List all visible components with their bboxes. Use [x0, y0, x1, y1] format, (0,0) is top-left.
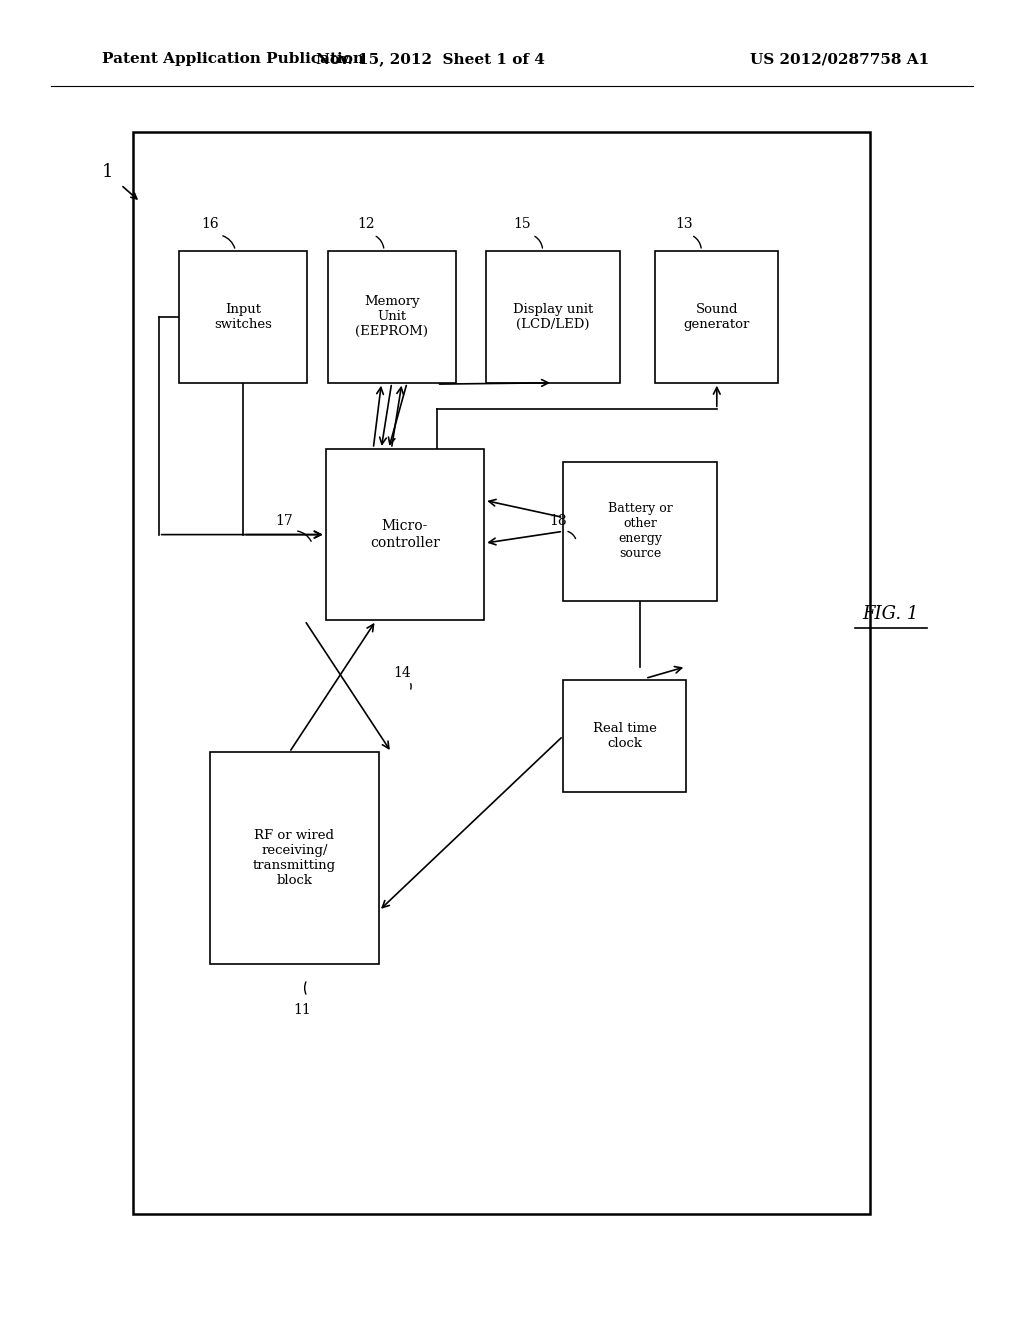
FancyBboxPatch shape	[563, 680, 686, 792]
Text: 18: 18	[549, 513, 567, 528]
FancyBboxPatch shape	[655, 251, 778, 383]
Text: 13: 13	[675, 216, 693, 231]
Text: RF or wired
receiving/
transmitting
block: RF or wired receiving/ transmitting bloc…	[253, 829, 336, 887]
Text: 11: 11	[293, 1003, 311, 1018]
Text: 16: 16	[201, 216, 219, 231]
Text: Real time
clock: Real time clock	[593, 722, 656, 750]
Text: US 2012/0287758 A1: US 2012/0287758 A1	[750, 53, 930, 66]
Text: 15: 15	[513, 216, 531, 231]
FancyBboxPatch shape	[133, 132, 870, 1214]
Text: FIG. 1: FIG. 1	[862, 605, 920, 623]
Text: Battery or
other
energy
source: Battery or other energy source	[607, 503, 673, 560]
Text: 14: 14	[393, 665, 412, 680]
Text: Memory
Unit
(EEPROM): Memory Unit (EEPROM)	[355, 296, 428, 338]
Text: Input
switches: Input switches	[214, 302, 272, 331]
Text: 12: 12	[357, 216, 376, 231]
Text: Nov. 15, 2012  Sheet 1 of 4: Nov. 15, 2012 Sheet 1 of 4	[315, 53, 545, 66]
Text: Display unit
(LCD/LED): Display unit (LCD/LED)	[513, 302, 593, 331]
FancyBboxPatch shape	[328, 251, 456, 383]
Text: 1: 1	[101, 162, 114, 181]
FancyBboxPatch shape	[179, 251, 307, 383]
FancyBboxPatch shape	[563, 462, 717, 601]
Text: Patent Application Publication: Patent Application Publication	[102, 53, 365, 66]
FancyBboxPatch shape	[486, 251, 620, 383]
Text: Micro-
controller: Micro- controller	[370, 520, 440, 549]
FancyBboxPatch shape	[326, 449, 484, 620]
FancyBboxPatch shape	[210, 752, 379, 964]
Text: Sound
generator: Sound generator	[684, 302, 750, 331]
Text: 17: 17	[275, 513, 294, 528]
